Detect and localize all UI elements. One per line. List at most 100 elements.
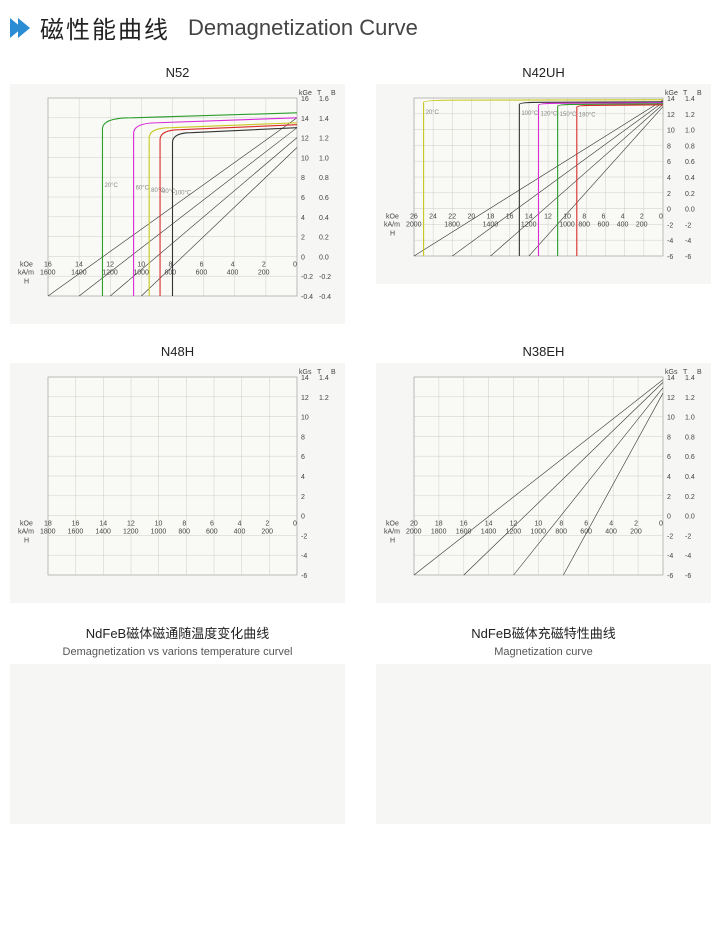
svg-text:1400: 1400 xyxy=(483,222,499,229)
svg-text:kA/m: kA/m xyxy=(384,529,400,536)
svg-text:8: 8 xyxy=(182,521,186,528)
svg-text:16: 16 xyxy=(506,214,514,221)
svg-text:600: 600 xyxy=(196,269,208,276)
svg-text:0.4: 0.4 xyxy=(685,175,695,182)
svg-text:1600: 1600 xyxy=(40,269,56,276)
svg-text:kGe: kGe xyxy=(665,90,678,97)
svg-text:-6: -6 xyxy=(685,254,691,261)
svg-text:kA/m: kA/m xyxy=(18,529,34,536)
svg-text:0.2: 0.2 xyxy=(319,235,329,242)
svg-text:B: B xyxy=(331,90,336,97)
svg-text:0: 0 xyxy=(667,207,671,214)
svg-text:8: 8 xyxy=(667,434,671,441)
svg-text:-6: -6 xyxy=(667,254,673,261)
svg-text:1.0: 1.0 xyxy=(685,128,695,135)
svg-text:180°C: 180°C xyxy=(579,113,596,119)
chart-n38eh: N38EH 141.4121.2101.080.860.640.420.200.… xyxy=(376,344,711,603)
svg-text:800: 800 xyxy=(165,269,177,276)
chart-title-en: Demagnetization vs varions temperature c… xyxy=(10,646,345,658)
svg-text:-4: -4 xyxy=(667,238,673,245)
svg-text:kOe: kOe xyxy=(386,521,399,528)
svg-text:14: 14 xyxy=(667,96,675,103)
svg-text:1400: 1400 xyxy=(71,269,87,276)
chart-n52: N52 161.6141.4121.2101.080.860.640.420.2… xyxy=(10,65,345,324)
svg-text:1.0: 1.0 xyxy=(319,155,329,162)
svg-text:1800: 1800 xyxy=(444,222,460,229)
arrow-bullets-icon xyxy=(10,18,26,38)
svg-text:20: 20 xyxy=(410,521,418,528)
chart-n48h: N48H 141.4121.21086420-2-4-6kGsTB1818001… xyxy=(10,344,345,603)
chart-title-cn: NdFeB磁体充磁特性曲线 xyxy=(376,623,711,642)
svg-text:0.0: 0.0 xyxy=(319,254,329,261)
chart-title-cn: NdFeB磁体磁通随温度变化曲线 xyxy=(10,623,345,642)
svg-text:kA/m: kA/m xyxy=(18,269,34,276)
chart-title: N42UH xyxy=(376,65,711,80)
svg-text:4: 4 xyxy=(667,474,671,481)
svg-text:26: 26 xyxy=(410,214,418,221)
svg-text:1400: 1400 xyxy=(481,529,497,536)
svg-text:1.4: 1.4 xyxy=(319,116,329,123)
chart-title: N48H xyxy=(10,344,345,359)
svg-text:2: 2 xyxy=(265,521,269,528)
svg-text:0: 0 xyxy=(659,521,663,528)
svg-text:1000: 1000 xyxy=(151,529,167,536)
chart-title: N38EH xyxy=(376,344,711,359)
svg-text:-6: -6 xyxy=(667,573,673,580)
svg-text:2: 2 xyxy=(634,521,638,528)
row-1: N52 161.6141.4121.2101.080.860.640.420.2… xyxy=(10,65,711,324)
svg-text:120°C: 120°C xyxy=(541,112,558,118)
svg-text:4: 4 xyxy=(301,474,305,481)
chart-demag-temp: NdFeB磁体磁通随温度变化曲线 Demagnetization vs vari… xyxy=(10,623,345,824)
svg-text:1.2: 1.2 xyxy=(319,395,329,402)
svg-text:16: 16 xyxy=(301,96,309,103)
svg-text:6: 6 xyxy=(210,521,214,528)
svg-text:H: H xyxy=(24,538,29,545)
svg-text:0.0: 0.0 xyxy=(685,207,695,214)
svg-text:0.8: 0.8 xyxy=(685,434,695,441)
svg-text:6: 6 xyxy=(301,454,305,461)
svg-text:2: 2 xyxy=(667,191,671,198)
svg-text:B: B xyxy=(331,369,336,376)
svg-text:12: 12 xyxy=(106,261,114,268)
svg-text:-0.4: -0.4 xyxy=(301,294,313,301)
svg-text:600: 600 xyxy=(598,222,610,229)
svg-text:120°C: 120°C xyxy=(168,363,185,365)
svg-text:0.6: 0.6 xyxy=(685,454,695,461)
svg-text:0: 0 xyxy=(301,254,305,261)
svg-text:14: 14 xyxy=(301,116,309,123)
svg-text:1.4: 1.4 xyxy=(685,375,695,382)
svg-text:B: B xyxy=(697,369,702,376)
svg-text:0.2: 0.2 xyxy=(685,191,695,198)
svg-text:20°C: 20°C xyxy=(426,110,440,116)
svg-text:-6: -6 xyxy=(685,573,691,580)
svg-text:0.6: 0.6 xyxy=(685,159,695,166)
svg-text:6: 6 xyxy=(667,159,671,166)
svg-text:400: 400 xyxy=(234,529,246,536)
svg-text:24: 24 xyxy=(429,214,437,221)
svg-text:400: 400 xyxy=(227,269,239,276)
svg-text:2: 2 xyxy=(262,261,266,268)
svg-text:16: 16 xyxy=(44,261,52,268)
svg-text:22: 22 xyxy=(448,214,456,221)
row-2: N48H 141.4121.21086420-2-4-6kGsTB1818001… xyxy=(10,344,711,603)
svg-text:16: 16 xyxy=(460,521,468,528)
svg-text:1400: 1400 xyxy=(95,529,111,536)
svg-text:kOe: kOe xyxy=(386,214,399,221)
row-3: NdFeB磁体磁通随温度变化曲线 Demagnetization vs vari… xyxy=(10,623,711,824)
svg-text:200: 200 xyxy=(636,222,648,229)
svg-text:10: 10 xyxy=(667,128,675,135)
svg-text:-4: -4 xyxy=(301,553,307,560)
svg-text:2000: 2000 xyxy=(406,529,422,536)
svg-text:0.4: 0.4 xyxy=(319,215,329,222)
svg-text:10: 10 xyxy=(301,415,309,422)
svg-text:12: 12 xyxy=(301,136,309,143)
svg-text:0.8: 0.8 xyxy=(685,143,695,150)
svg-text:400: 400 xyxy=(617,222,629,229)
svg-text:0.8: 0.8 xyxy=(319,175,329,182)
svg-text:0: 0 xyxy=(301,514,305,521)
svg-text:2: 2 xyxy=(301,494,305,501)
svg-text:B: B xyxy=(697,90,702,97)
svg-text:-2: -2 xyxy=(685,533,691,540)
svg-text:-0.2: -0.2 xyxy=(301,274,313,281)
svg-text:200: 200 xyxy=(258,269,270,276)
